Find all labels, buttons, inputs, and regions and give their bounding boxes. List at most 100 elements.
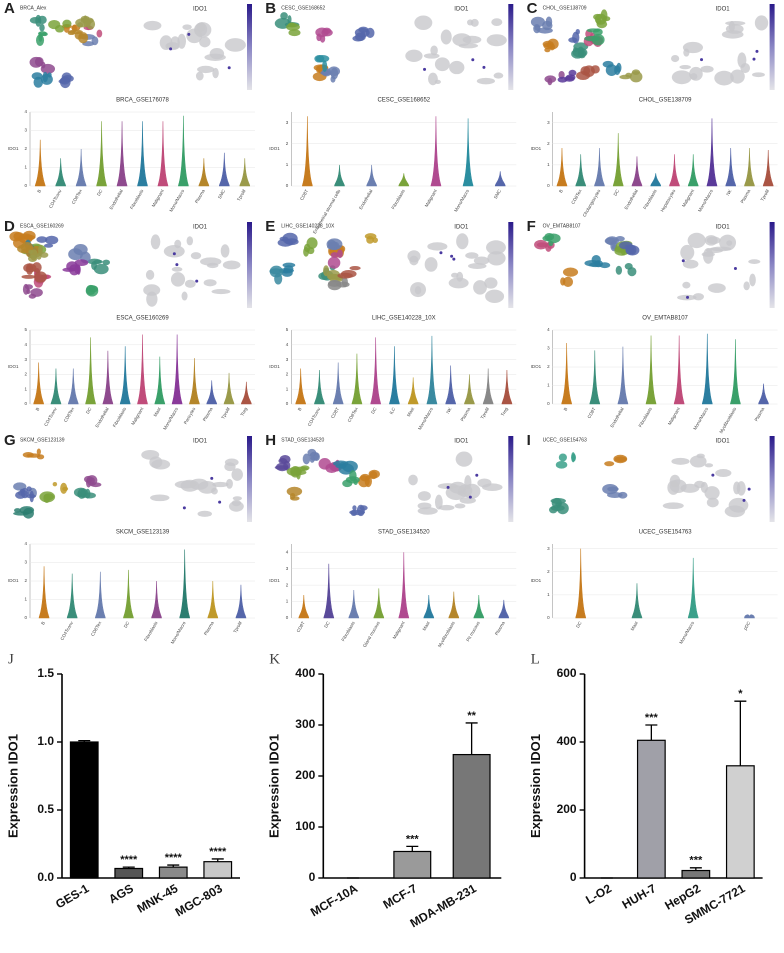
violin-title: UCEC_GSE154763 — [639, 530, 693, 536]
violin — [561, 342, 572, 405]
umap-title: BRCA_Alex — [20, 5, 47, 11]
umap-cluster — [589, 262, 602, 268]
feature-umap-cell — [146, 291, 158, 307]
x-tick-label: Tprolif — [220, 406, 231, 420]
umap-cluster — [86, 18, 96, 30]
feature-umap-high — [452, 257, 456, 261]
violin — [116, 121, 128, 187]
y-tick-label: 3 — [24, 357, 27, 362]
y-tick-label: 1.0 — [37, 734, 54, 748]
feature-umap-cell — [150, 234, 161, 250]
umap-cluster — [558, 453, 567, 462]
feature-umap-cell — [690, 73, 698, 80]
umap-cluster — [555, 461, 568, 469]
umap-cluster — [628, 245, 637, 255]
error-bar — [406, 845, 419, 852]
umap-cluster — [309, 456, 315, 463]
feature-umap-cell — [170, 272, 186, 287]
umap-cluster — [550, 505, 565, 512]
bar — [636, 739, 666, 879]
y-tick-label: 1 — [24, 165, 27, 170]
umap-cluster — [349, 509, 365, 516]
umap-cluster — [21, 274, 36, 279]
umap-cluster — [34, 56, 44, 67]
y-tick-label: 4 — [24, 109, 27, 114]
colorbar — [508, 4, 514, 90]
feature-umap-cell — [749, 273, 756, 287]
feature-umap-cell — [438, 504, 455, 511]
feature-umap-cell — [417, 491, 431, 501]
x-tick-label: CD8T — [586, 406, 596, 419]
umap-cluster — [36, 34, 45, 46]
feature-umap-cell — [194, 22, 208, 37]
feature-umap-cell — [197, 510, 212, 517]
violin — [178, 115, 189, 187]
y-tick-label: 3 — [547, 346, 550, 351]
feature-umap-cell — [405, 49, 423, 62]
feature-umap-cell — [452, 33, 472, 47]
violin — [462, 118, 474, 187]
feature-title: IDO1 — [454, 439, 469, 445]
feature-umap-cell — [181, 291, 188, 301]
umap-cluster — [14, 508, 21, 513]
y-tick-label: 3 — [547, 546, 550, 551]
feature-umap-cell — [680, 244, 695, 261]
violin — [617, 346, 629, 405]
umap-cluster — [89, 477, 95, 484]
y-tick-label: 2 — [24, 146, 27, 151]
violin — [426, 335, 438, 405]
violin — [198, 158, 210, 187]
violin — [348, 590, 360, 619]
violin — [206, 380, 218, 405]
feature-umap-cell — [424, 257, 438, 272]
feature-umap-cell — [145, 269, 155, 280]
feature-umap-cell — [407, 250, 421, 263]
violin — [179, 549, 190, 619]
umap-cluster — [26, 453, 41, 458]
x-tick-label: Tprolif — [232, 620, 243, 634]
y-tick-label: 1 — [547, 162, 550, 167]
feature-umap-cell — [470, 18, 479, 27]
umap-cluster — [20, 487, 29, 499]
violin — [407, 377, 419, 405]
umap-cluster — [342, 479, 353, 488]
violin-title: OV_EMTAB8107 — [642, 316, 688, 322]
violin — [762, 150, 774, 187]
feature-umap-cell — [680, 483, 700, 493]
colorbar — [508, 222, 514, 308]
feature-title: IDO1 — [193, 439, 208, 445]
y-tick-label: 0 — [24, 401, 27, 406]
umap-cluster — [584, 35, 600, 42]
feature-title: IDO1 — [716, 7, 731, 13]
feature-umap-cell — [163, 245, 185, 258]
feature-umap-cell — [730, 69, 745, 84]
umap-cluster — [29, 17, 41, 24]
x-tick-label: SMC — [217, 188, 227, 200]
umap-cluster — [322, 27, 332, 34]
umap-cluster — [286, 23, 300, 31]
violin-title: ESCA_GSE160269 — [116, 316, 169, 322]
feature-umap-high — [747, 487, 751, 491]
violin — [189, 358, 200, 405]
x-tick-label: DC — [85, 406, 93, 415]
feature-umap-cell — [721, 30, 744, 39]
y-axis-label: Expression IDO1 — [5, 734, 20, 838]
umap-cluster — [618, 491, 628, 499]
y-tick-label: 2 — [286, 141, 289, 146]
feature-umap-high — [475, 473, 479, 477]
umap-cluster — [544, 47, 551, 53]
umap-cluster — [80, 488, 87, 499]
umap-cluster — [352, 505, 357, 511]
umap-cluster — [359, 473, 371, 482]
feature-umap-cell — [671, 54, 680, 63]
feature-umap-cell — [434, 57, 450, 72]
violin — [157, 121, 169, 187]
feature-umap-cell — [463, 483, 481, 499]
feature-umap-cell — [440, 29, 452, 45]
violin — [67, 368, 79, 405]
feature-umap-cell — [231, 468, 243, 481]
umap-cluster — [542, 235, 553, 242]
umap-cluster — [67, 30, 76, 36]
violin — [725, 147, 737, 187]
y-tick-label: 2 — [547, 569, 550, 574]
